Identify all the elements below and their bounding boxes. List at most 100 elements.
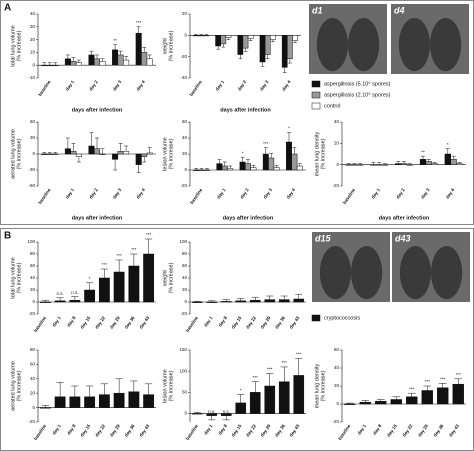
x-tick-label: day 3 xyxy=(420,187,431,200)
y-axis-title: weight xyxy=(162,38,168,55)
x-tick-label: day 1 xyxy=(64,79,75,92)
significance-label: * xyxy=(242,150,244,155)
bar xyxy=(406,396,418,405)
y-axis-title: (% increase) xyxy=(168,262,174,293)
x-tick-label: baseline xyxy=(342,187,357,205)
lung xyxy=(316,17,348,72)
x-tick-label: baseline xyxy=(185,423,200,441)
y-tick-label: 30 xyxy=(30,24,36,29)
bar xyxy=(117,151,124,155)
legend-label: control xyxy=(324,103,341,109)
bar xyxy=(247,35,254,39)
significance-label: *** xyxy=(282,360,288,365)
y-axis-title: lesion volume xyxy=(162,137,168,171)
bar xyxy=(292,35,298,41)
x-tick-label: day 8 xyxy=(217,423,228,436)
bar xyxy=(112,153,119,160)
bar xyxy=(395,163,402,165)
x-tick-label: day 2 xyxy=(239,187,250,200)
bar xyxy=(293,375,305,414)
x-tick-label: day 4 xyxy=(285,187,296,200)
bar xyxy=(112,49,119,66)
y-axis-title: (% increase) xyxy=(168,30,174,61)
significance-label: *** xyxy=(267,366,273,371)
y-axis-title: mean lung density xyxy=(314,131,320,176)
bar xyxy=(281,35,288,68)
y-tick-label: -20 xyxy=(180,54,187,59)
significance-label: n.s. xyxy=(56,291,63,296)
bar xyxy=(54,396,66,408)
bar xyxy=(431,163,438,165)
bar xyxy=(46,153,53,155)
bar xyxy=(220,413,232,416)
y-tick-label: 0 xyxy=(32,62,35,67)
bar xyxy=(390,399,402,405)
lung xyxy=(348,17,380,72)
legend-swatch xyxy=(311,102,321,110)
bar xyxy=(135,153,142,165)
bar xyxy=(291,153,298,171)
bar xyxy=(191,413,203,415)
bar xyxy=(84,289,96,303)
bar xyxy=(296,165,303,171)
bar xyxy=(99,153,106,155)
lung xyxy=(431,246,463,300)
bar xyxy=(235,300,247,303)
bar xyxy=(70,151,77,155)
y-axis-title: (% increase) xyxy=(168,138,174,169)
bar xyxy=(242,35,249,49)
bar xyxy=(221,165,228,171)
x-tick-label: day 1 xyxy=(356,423,367,436)
x-tick-label: day 29 xyxy=(109,315,121,330)
significance-label: *** xyxy=(456,372,462,377)
bar xyxy=(421,390,433,405)
y-tick-label: -10 xyxy=(28,75,35,80)
x-tick-label: day 29 xyxy=(259,423,271,438)
x-tick-label: day 43 xyxy=(448,423,460,438)
significance-label: *** xyxy=(440,376,446,381)
significance-label: *** xyxy=(131,247,137,252)
bar xyxy=(215,35,221,47)
y-axis-title: mean lung density xyxy=(314,363,320,408)
bar xyxy=(235,402,247,414)
bar xyxy=(351,164,358,166)
bar xyxy=(204,169,210,171)
y-tick-label: 60 xyxy=(334,347,340,352)
bar xyxy=(249,299,261,303)
y-tick-label: -40 xyxy=(180,75,187,80)
x-tick-label: day 1 xyxy=(51,423,62,436)
y-axis-title: (% increase) xyxy=(16,30,22,61)
x-tick-label: day 43 xyxy=(288,423,300,438)
bar xyxy=(193,35,199,37)
x-tick-label: day 15 xyxy=(230,315,242,330)
x-tick-label: baseline xyxy=(33,315,48,333)
bar xyxy=(456,163,463,165)
y-tick-label: 20 xyxy=(182,287,188,292)
y-tick-label: 10 xyxy=(30,50,36,55)
bar xyxy=(437,387,449,405)
bar xyxy=(345,164,352,166)
image-label: d43 xyxy=(395,233,411,243)
y-tick-label: 0 xyxy=(184,299,187,304)
y-tick-label: -20 xyxy=(180,183,187,188)
bar xyxy=(98,277,110,303)
significance-label: *** xyxy=(146,232,152,237)
bar xyxy=(220,35,227,45)
x-axis-title: days after infection xyxy=(220,107,271,113)
y-tick-label: 80 xyxy=(30,251,36,256)
x-tick-label: day 1 xyxy=(214,79,225,92)
y-axis-title: aerated lung volume xyxy=(10,361,16,411)
x-tick-label: baseline xyxy=(189,187,204,205)
bar xyxy=(41,153,48,155)
bar xyxy=(193,169,200,171)
y-tick-label: 0 xyxy=(184,411,187,416)
y-tick-label: 20 xyxy=(334,141,340,146)
legend-swatch xyxy=(311,91,321,99)
x-tick-label: day 22 xyxy=(401,423,413,438)
bar xyxy=(88,145,95,155)
y-tick-label: 40 xyxy=(334,119,340,124)
bar xyxy=(237,35,244,55)
bar xyxy=(370,164,377,166)
bar xyxy=(41,64,48,67)
